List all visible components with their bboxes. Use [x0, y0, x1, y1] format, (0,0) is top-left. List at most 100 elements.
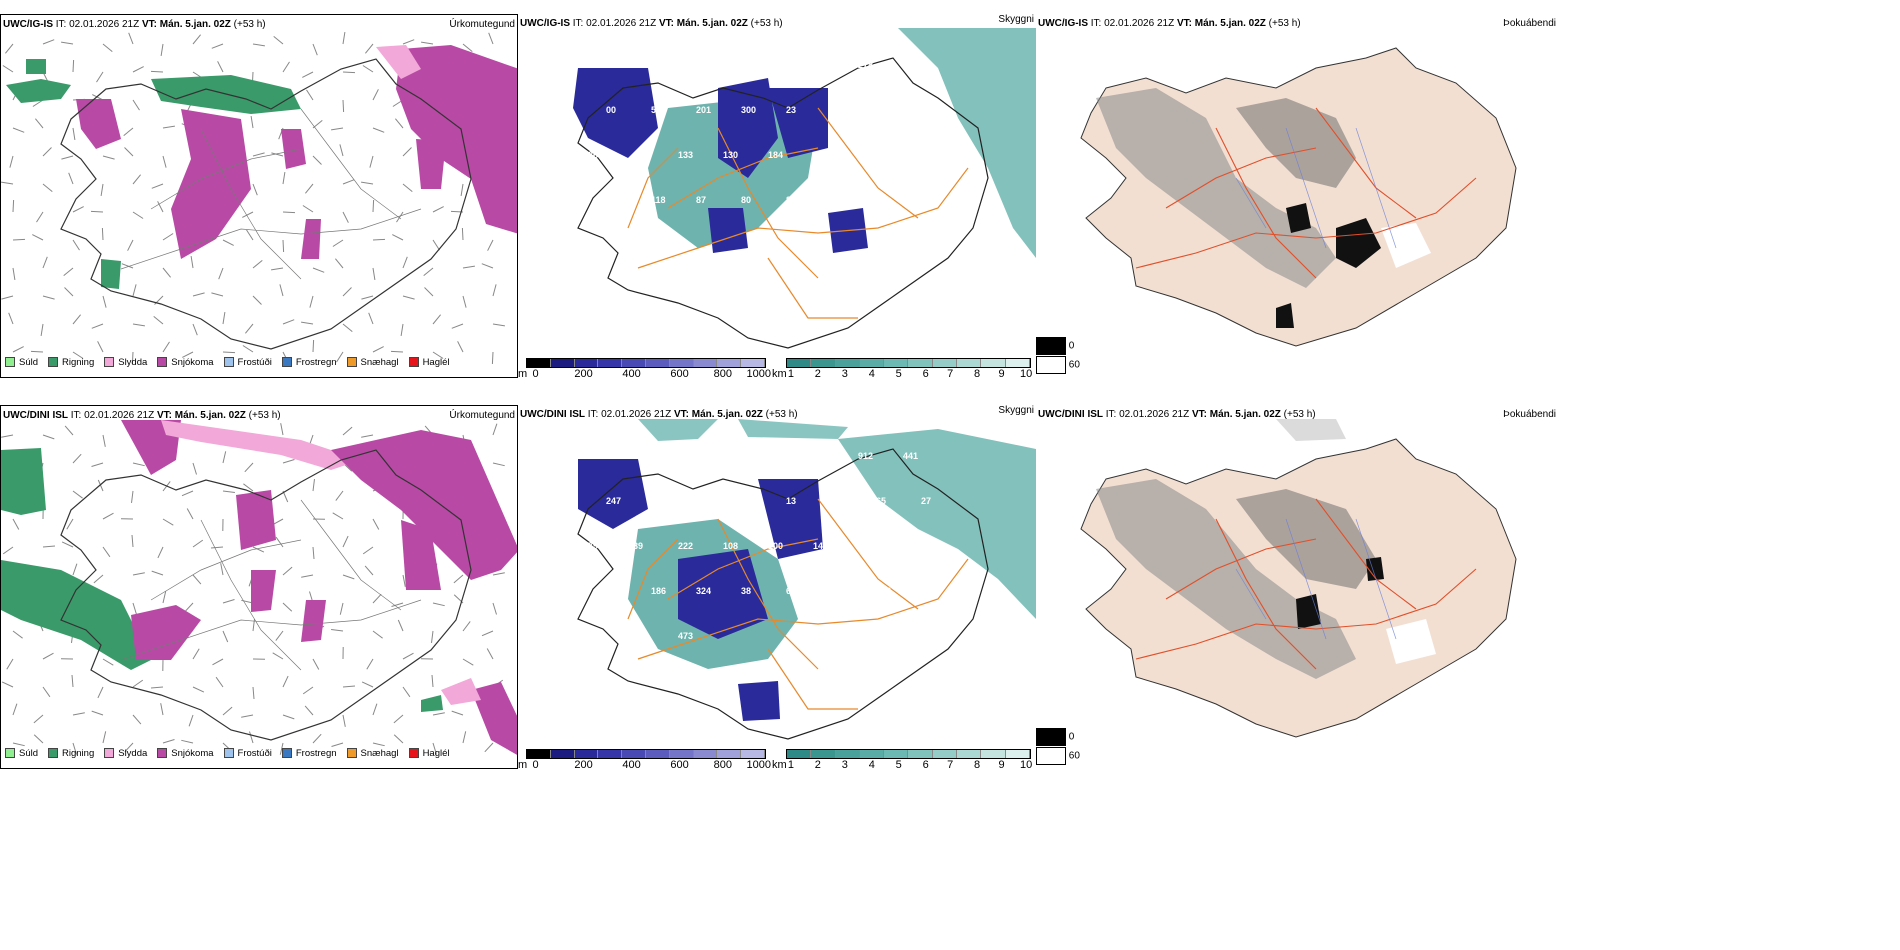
- vis-value-label: 87: [696, 195, 706, 205]
- wind-barb: [271, 267, 284, 271]
- wind-barb: [132, 602, 137, 615]
- wind-barb: [181, 490, 194, 497]
- vis-value-label: 912: [858, 451, 873, 461]
- vis-value-label: 974: [813, 451, 828, 461]
- legend-swatch: [281, 357, 292, 367]
- wind-barb: [312, 43, 318, 56]
- wind-barb: [492, 602, 497, 615]
- wind-barb: [488, 32, 494, 45]
- legend-swatch: [5, 748, 15, 758]
- wind-barb: [42, 183, 53, 192]
- wind-barb: [90, 210, 104, 213]
- wind-barb: [215, 676, 224, 688]
- wind-barb: [91, 323, 104, 329]
- wind-barb: [302, 686, 314, 695]
- wind-barb: [372, 127, 385, 133]
- vis-value-label: 38: [741, 586, 751, 596]
- panel-title-visibility: Skyggni: [998, 405, 1034, 416]
- wind-barb: [451, 323, 464, 329]
- wind-barb: [97, 686, 104, 699]
- wind-barb: [402, 183, 413, 192]
- legend-item: Rigning: [48, 357, 94, 368]
- legend-swatch: [281, 748, 292, 758]
- panel-header: UWC/DINI ISL IT: 02.01.2026 21Z VT: Mán.…: [3, 410, 281, 421]
- wind-barb: [460, 183, 464, 196]
- vis-value-label: 92: [831, 586, 841, 596]
- wind-barb: [252, 686, 255, 700]
- wind-barb: [249, 731, 254, 744]
- wind-barb: [361, 681, 374, 688]
- legend-swatch: [408, 748, 419, 758]
- wind-barb: [64, 425, 74, 436]
- wind-barb: [35, 118, 44, 129]
- wind-barb: [151, 183, 164, 189]
- legend-item: Haglél: [408, 748, 450, 759]
- wind-barb: [372, 630, 383, 639]
- wind-barb: [217, 61, 224, 73]
- wind-barb: [211, 43, 224, 49]
- visibility-panel-bottom: UWC/DINI ISL IT: 02.01.2026 21Z VT: Mán.…: [518, 405, 1036, 769]
- wind-barb: [312, 267, 325, 273]
- it-value: 02.01.2026 21Z: [84, 410, 155, 421]
- vis-value-label: 18: [813, 60, 823, 70]
- it-label: IT:: [1090, 18, 1102, 29]
- wind-barb: [342, 574, 355, 580]
- wind-barb: [282, 714, 295, 720]
- wind-barb: [369, 155, 374, 168]
- wind-barb: [72, 490, 83, 499]
- wind-barb: [492, 462, 505, 467]
- wind-barb: [162, 125, 175, 129]
- legend-swatch: [223, 748, 234, 758]
- roads: [627, 498, 969, 710]
- wind-barb: [372, 518, 380, 530]
- wind-barb: [218, 267, 224, 280]
- wind-barb: [342, 714, 346, 727]
- wind-barb: [431, 630, 434, 643]
- wind-barb: [131, 351, 134, 365]
- rivers: [1235, 518, 1397, 640]
- snow-area: [331, 430, 517, 580]
- wind-barb: [210, 546, 224, 549]
- vis-value-label: 184: [768, 150, 783, 160]
- wind-barb: [222, 630, 229, 643]
- wind-barb: [462, 295, 467, 308]
- wind-barb: [100, 183, 104, 196]
- unit-label: m: [518, 368, 528, 378]
- wind-barb: [68, 172, 74, 185]
- visibility-scale-km-ticks: km 1 2 3 4 5 6 7 8 9 10: [772, 368, 1033, 378]
- wind-barb: [402, 39, 415, 45]
- wind-barb: [5, 43, 14, 54]
- wind-barb: [312, 339, 315, 353]
- wind-barb: [252, 43, 265, 47]
- snow-area: [171, 109, 251, 259]
- wind-barb: [212, 658, 224, 666]
- wind-barb: [190, 256, 194, 269]
- wind-barb: [162, 341, 170, 353]
- legend-swatch: [408, 357, 419, 367]
- vis-value-labels: 21 59 145 374 881 974 912 441 247 969 819 403 13 65 65…: [588, 451, 936, 641]
- wind-barb: [64, 287, 74, 297]
- wind-barb: [220, 563, 224, 576]
- snow-area: [396, 45, 517, 234]
- vis-value-label: 282: [903, 150, 918, 160]
- wind-barb: [342, 535, 349, 548]
- wind-barb: [372, 89, 379, 101]
- panel-title-fog: Þokuábendi: [1503, 409, 1556, 420]
- vt-label: VT:: [673, 409, 689, 420]
- wind-barb: [42, 39, 55, 45]
- wind-barb: [102, 155, 115, 160]
- fog-panel-bottom: UWC/DINI ISL IT: 02.01.2026 21Z VT: Mán.…: [1036, 405, 1558, 769]
- vis-value-label: 222: [678, 541, 693, 551]
- wind-barb: [245, 323, 254, 334]
- wind-barb: [150, 70, 164, 73]
- wind-barb: [72, 206, 84, 213]
- vis-value-label: 374: [723, 451, 738, 461]
- vis-value-label: 145: [678, 451, 693, 461]
- it-label: IT:: [572, 18, 584, 29]
- wind-barb: [282, 566, 293, 576]
- legend-swatch: [5, 357, 15, 367]
- wind-barb: [12, 238, 26, 241]
- legend-swatch: [48, 357, 59, 367]
- wind-barb: [342, 426, 353, 436]
- wind-barb: [1, 681, 14, 688]
